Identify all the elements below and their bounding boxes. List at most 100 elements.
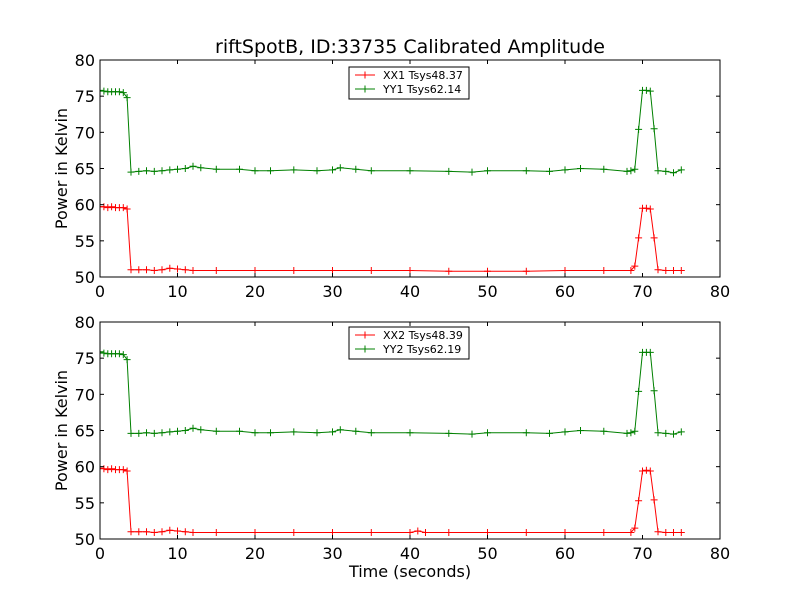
data-point xyxy=(522,167,530,175)
legend-label: XX2 Tsys48.39 xyxy=(383,329,463,342)
data-point xyxy=(522,429,530,437)
x-tick-label: 40 xyxy=(400,544,420,563)
data-point xyxy=(135,528,143,536)
legend-label: YY2 Tsys62.19 xyxy=(382,343,461,356)
data-point xyxy=(670,169,677,177)
data-point xyxy=(670,430,677,438)
data-point xyxy=(677,428,685,436)
data-point xyxy=(670,529,677,536)
x-tick-label: 60 xyxy=(555,544,575,563)
data-point xyxy=(642,86,650,94)
data-point xyxy=(143,528,150,536)
data-point xyxy=(650,387,658,395)
x-tick-label: 30 xyxy=(322,282,342,301)
data-point xyxy=(600,165,608,173)
data-point xyxy=(181,528,189,536)
data-point xyxy=(561,166,569,174)
x-tick-label: 0 xyxy=(95,282,105,301)
data-point xyxy=(123,356,131,364)
data-point xyxy=(174,165,181,173)
data-point xyxy=(313,167,321,175)
data-point xyxy=(236,165,243,173)
data-point xyxy=(445,167,453,175)
data-point xyxy=(329,267,336,274)
series-xx xyxy=(100,464,685,536)
data-point xyxy=(181,165,189,172)
data-point xyxy=(212,529,220,536)
data-point xyxy=(127,266,135,274)
x-tick-label: 10 xyxy=(167,544,187,563)
data-point xyxy=(670,267,677,274)
data-point xyxy=(135,429,143,437)
data-point xyxy=(143,429,150,437)
series-yy xyxy=(100,348,685,438)
data-point xyxy=(251,167,259,175)
data-point xyxy=(174,265,181,273)
y-tick-label: 70 xyxy=(75,385,95,404)
data-point xyxy=(251,529,259,536)
legend-box xyxy=(348,326,470,360)
y-tick-label: 65 xyxy=(75,160,95,179)
data-point xyxy=(642,204,650,212)
data-point xyxy=(336,164,344,172)
data-point xyxy=(406,167,414,175)
data-point xyxy=(158,429,166,437)
data-point xyxy=(290,529,298,536)
data-point xyxy=(522,267,530,275)
data-point xyxy=(329,166,336,174)
data-point xyxy=(135,266,143,274)
data-point xyxy=(189,267,197,274)
data-point xyxy=(627,167,635,175)
data-point xyxy=(650,234,658,242)
chart-title: riftSpotB, ID:33735 Calibrated Amplitude xyxy=(215,36,605,58)
plot-area xyxy=(100,348,685,536)
y-axis-label: Power in Kelvin xyxy=(52,370,71,491)
data-point xyxy=(650,496,658,504)
data-point xyxy=(212,427,220,435)
data-point xyxy=(635,497,643,505)
data-point xyxy=(561,267,569,274)
data-point xyxy=(627,429,635,437)
y-tick-label: 70 xyxy=(75,123,95,142)
x-tick-label: 20 xyxy=(245,544,265,563)
data-point xyxy=(367,429,375,437)
data-point xyxy=(166,526,174,534)
data-point xyxy=(150,429,158,437)
data-point xyxy=(677,166,685,174)
y-tick-label: 55 xyxy=(75,232,95,251)
data-point xyxy=(654,266,662,274)
data-point xyxy=(290,166,298,174)
data-point xyxy=(100,348,104,356)
data-point xyxy=(313,429,321,437)
data-point xyxy=(119,351,127,359)
data-point xyxy=(484,167,491,175)
data-point xyxy=(631,165,639,173)
data-point xyxy=(631,427,639,435)
x-tick-label: 30 xyxy=(322,544,342,563)
x-tick-label: 50 xyxy=(477,282,497,301)
y-tick-label: 75 xyxy=(75,349,95,368)
data-point xyxy=(577,427,584,434)
data-point xyxy=(623,167,631,175)
data-point xyxy=(123,94,131,102)
data-point xyxy=(662,167,670,175)
y-tick-label: 75 xyxy=(75,87,95,106)
data-point xyxy=(627,529,635,536)
y-tick-label: 65 xyxy=(75,422,95,441)
data-point xyxy=(352,165,360,173)
x-tick-label: 40 xyxy=(400,282,420,301)
data-point xyxy=(546,167,553,175)
data-point xyxy=(100,86,104,94)
x-tick-label: 50 xyxy=(477,544,497,563)
y-tick-label: 60 xyxy=(75,458,95,477)
data-point xyxy=(181,427,189,434)
data-point xyxy=(290,267,298,274)
x-tick-label: 80 xyxy=(710,282,730,301)
legend-label: XX1 Tsys48.37 xyxy=(383,69,463,82)
series-yy xyxy=(100,86,685,177)
data-point xyxy=(639,467,646,475)
data-point xyxy=(468,168,476,176)
data-point xyxy=(414,527,422,535)
